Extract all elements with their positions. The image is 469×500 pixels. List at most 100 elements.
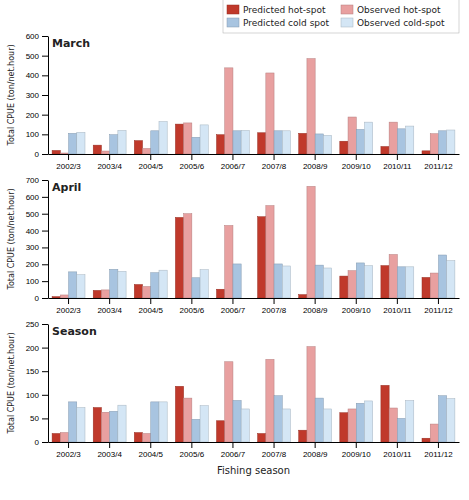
x-tick: 2007/8: [262, 298, 287, 315]
bar-series: [60, 186, 438, 298]
bar: [364, 401, 372, 442]
y-tick: 100: [26, 391, 48, 400]
bar: [381, 385, 389, 442]
legend-item: Observed hot-spot: [341, 5, 441, 15]
legend-item: Observed cold-spot: [341, 18, 445, 28]
legend-swatch: [227, 18, 239, 27]
bar-series: [52, 385, 430, 442]
x-tick-mark: [232, 298, 233, 304]
x-tick-label: 2005/6: [180, 450, 205, 459]
bar: [389, 408, 397, 442]
x-tick: 2002/3: [56, 298, 81, 315]
bar: [77, 408, 85, 442]
bar: [134, 433, 142, 442]
x-tick: 2011/12: [424, 442, 453, 459]
bar: [266, 206, 274, 298]
y-tick-label: 300: [26, 243, 40, 252]
y-tick: 50: [30, 414, 48, 423]
x-tick-mark: [397, 154, 398, 160]
bar: [430, 273, 438, 298]
bar: [52, 150, 60, 154]
bar: [217, 135, 225, 154]
x-tick-mark: [109, 298, 110, 304]
y-tick-mark: [42, 324, 48, 325]
x-tick: 2006/7: [221, 442, 246, 459]
x-tick-mark: [356, 442, 357, 448]
bar: [217, 421, 225, 442]
x-tick: 2006/7: [221, 298, 246, 315]
y-tick-mark: [42, 247, 48, 248]
y-tick-label: 100: [26, 130, 40, 139]
bar: [110, 269, 118, 298]
legend-label: Predicted cold spot: [243, 18, 330, 28]
legend: Predicted hot-spot Observed hot-spot Predi…: [223, 0, 459, 33]
legend-frame: [223, 0, 459, 33]
y-tick: 100: [26, 130, 48, 139]
legend-item: Predicted hot-spot: [227, 5, 326, 15]
y-tick: 0: [35, 294, 48, 303]
bar-series: [52, 124, 430, 154]
bar: [143, 148, 151, 154]
y-tick-mark: [42, 395, 48, 396]
x-tick: 2002/3: [56, 442, 81, 459]
bar: [364, 122, 372, 154]
y-tick-mark: [42, 214, 48, 215]
x-tick: 2005/6: [180, 298, 205, 315]
y-tick-label: 250: [26, 320, 40, 329]
bars: [52, 186, 455, 298]
x-tick-mark: [68, 442, 69, 448]
legend-swatch: [341, 5, 353, 14]
x-tick: 2008/9: [303, 298, 328, 315]
x-tick-mark: [315, 298, 316, 304]
y-axis: 0100200300400500600: [26, 32, 49, 159]
y-axis: 0 50 100 150 200 250: [26, 320, 49, 447]
y-tick: 500: [26, 52, 48, 61]
bar: [356, 129, 364, 154]
bar: [364, 266, 372, 298]
legend-item: Predicted cold spot: [227, 18, 330, 28]
x-tick-label: 2003/4: [97, 162, 122, 171]
x-tick-mark: [397, 298, 398, 304]
y-tick: 600: [26, 193, 48, 202]
x-tick-label: 2002/3: [56, 162, 81, 171]
y-tick-label: 700: [26, 176, 40, 185]
bar: [151, 131, 159, 154]
bar: [60, 295, 68, 298]
bar-series: [77, 261, 455, 298]
bar: [315, 134, 323, 154]
bar: [118, 405, 126, 442]
bar: [274, 131, 282, 154]
bar: [430, 134, 438, 154]
bar: [151, 402, 159, 442]
bar-series: [52, 217, 430, 298]
x-tick: 2005/6: [180, 154, 205, 171]
bar: [299, 133, 307, 154]
x-tick: 2003/4: [97, 298, 122, 315]
x-tick: 2002/3: [56, 154, 81, 171]
bar: [200, 125, 208, 154]
y-tick-mark: [42, 264, 48, 265]
bar: [323, 409, 331, 442]
y-tick-label: 0: [35, 438, 40, 447]
x-tick-mark: [191, 298, 192, 304]
bar: [422, 438, 430, 442]
y-axis-title: Total CPUE (ton/net.hour): [7, 332, 16, 434]
y-tick-mark: [42, 348, 48, 349]
x-tick-mark: [274, 154, 275, 160]
y-tick: 100: [26, 277, 48, 286]
y-axis-line: [48, 37, 49, 155]
bar: [438, 131, 446, 154]
y-axis-line: [48, 181, 49, 299]
bar: [192, 137, 200, 154]
y-tick-label: 200: [26, 344, 40, 353]
y-tick: 300: [26, 243, 48, 252]
y-tick-label: 150: [26, 367, 40, 376]
x-tick: 2005/6: [180, 442, 205, 459]
x-tick-label: 2010/11: [383, 306, 412, 315]
bar: [438, 255, 446, 298]
legend-swatch: [227, 5, 239, 14]
bar: [200, 270, 208, 298]
x-axis: 2002/32003/42004/52005/62006/72007/82008…: [49, 154, 460, 171]
x-tick-mark: [68, 298, 69, 304]
bar: [200, 406, 208, 442]
